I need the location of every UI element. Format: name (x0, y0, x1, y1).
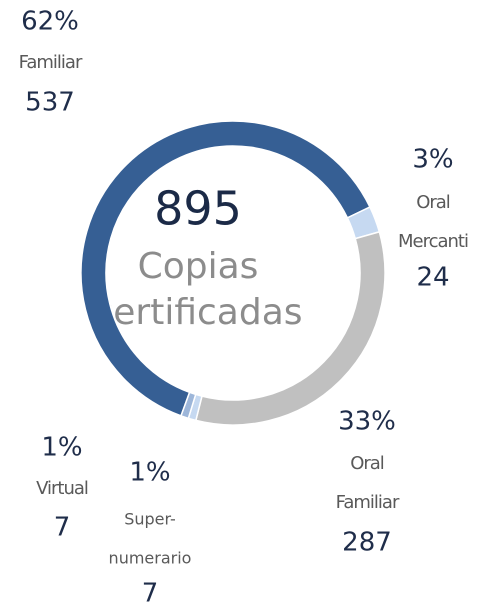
percent-label: 1% (129, 458, 170, 488)
percent-label: 62% (21, 7, 79, 37)
value-label: 7 (54, 513, 71, 543)
value-label: 537 (25, 88, 75, 118)
value-label: 24 (416, 263, 449, 293)
category-label: Oral (350, 453, 384, 474)
donut-slice (180, 391, 197, 420)
percent-label: 1% (41, 433, 82, 463)
percent-label: 3% (412, 145, 453, 175)
category-label: Familiar (336, 492, 400, 513)
value-label: 7 (142, 579, 159, 609)
category-label: Super- (124, 510, 176, 529)
value-label: 287 (342, 528, 392, 558)
percent-label: 33% (338, 407, 396, 437)
category-label: Virtual (36, 478, 88, 499)
center-label: Copias (138, 246, 259, 287)
center-value: 895 (154, 182, 242, 236)
category-label: Oral (416, 192, 450, 213)
category-label: Mercanti (398, 231, 468, 252)
category-label: numerario (109, 549, 192, 568)
center-label: certificadas (93, 292, 302, 333)
donut-slice (80, 120, 371, 417)
category-label: Familiar (19, 52, 83, 73)
